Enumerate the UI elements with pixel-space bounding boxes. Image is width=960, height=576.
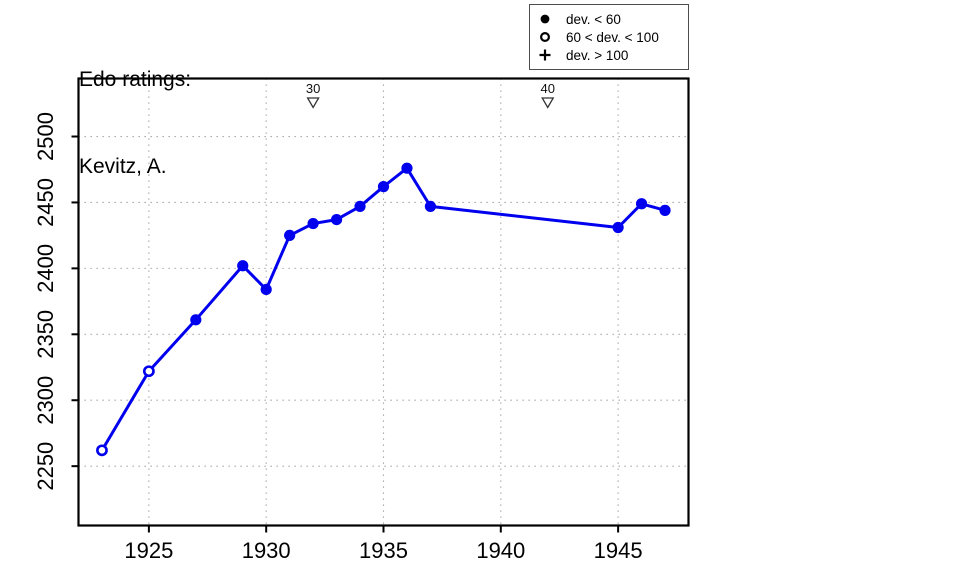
y-axis-label: 2450 [33,178,58,227]
data-point-open [96,444,108,457]
y-axis-label: 2250 [33,442,58,491]
age-marker-triangle-icon [306,97,320,109]
data-point-filled [612,221,624,234]
data-point-filled [354,200,366,213]
legend-label: dev. > 100 [566,47,629,63]
chart-title: Edo ratings: Kevitz, A. [79,7,191,239]
data-point-filled [190,314,202,326]
y-axis-label: 2500 [33,112,58,161]
age-marker-triangle-icon [541,97,555,109]
data-point-open [142,365,155,378]
data-point-filled [401,162,413,174]
data-point-filled [260,283,272,296]
legend: dev. < 60 60 < dev. < 100 dev. > 100 [529,4,689,70]
plus-icon [536,48,553,62]
chart-title-line1: Edo ratings: [79,68,192,91]
chart-title-line2: Kevitz, A. [79,155,167,178]
legend-label: 60 < dev. < 100 [566,29,659,45]
legend-label: dev. < 60 [566,11,621,27]
legend-row-dev-60-100: 60 < dev. < 100 [536,29,688,45]
x-axis-label: 1940 [476,538,525,563]
y-axis-label: 2400 [33,244,58,293]
data-point-filled [377,181,390,193]
filled-circle-icon [536,12,553,26]
x-axis-label: 1930 [242,538,291,563]
data-point-filled [635,198,648,210]
legend-row-dev-gt-100: dev. > 100 [536,47,688,63]
data-point-filled [424,200,437,213]
x-axis-label: 1935 [359,538,408,563]
data-point-filled [659,204,671,216]
data-point-filled [307,217,319,230]
age-marker-label: 30 [306,81,320,96]
open-circle-icon [536,30,553,44]
legend-row-dev-lt-60: dev. < 60 [536,11,688,27]
data-point-filled [284,229,296,242]
x-axis-label: 1945 [594,538,643,563]
x-axis-label: 1925 [124,538,173,563]
data-point-filled [330,213,343,226]
y-axis-label: 2350 [33,310,58,359]
data-point-filled [237,260,249,272]
y-axis-label: 2300 [33,376,58,425]
age-marker-label: 40 [540,81,554,96]
